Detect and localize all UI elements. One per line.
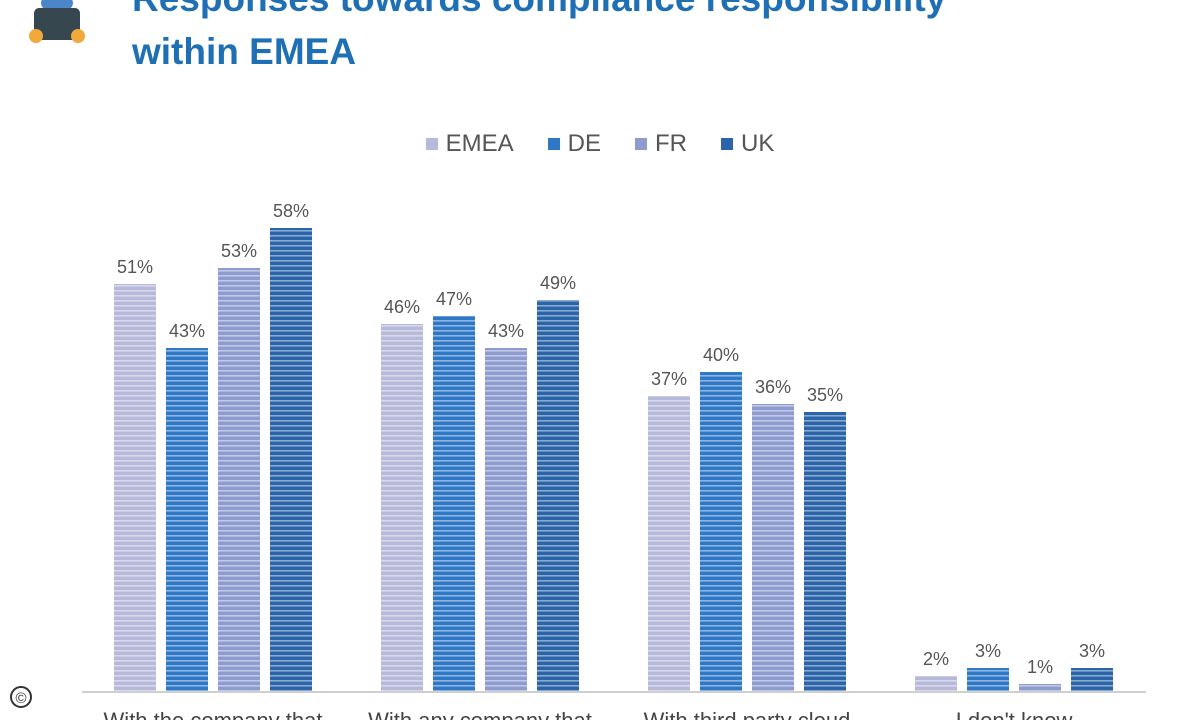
laptop-icon (29, 0, 85, 43)
data-label-uk-0: 58% (273, 201, 309, 221)
bar-texture-uk-0 (270, 228, 312, 692)
bar-texture-fr-3 (1019, 684, 1061, 692)
bar-texture-emea-0 (114, 284, 156, 692)
copyright-icon: © (10, 686, 32, 708)
legend-swatch-emea (425, 138, 438, 150)
category-label-0: With the company that (104, 708, 323, 720)
data-label-emea-0: 51% (117, 257, 153, 277)
legend-swatch-fr (635, 138, 647, 150)
title-line-1: Responses towards compliance responsibil… (132, 0, 1172, 25)
legend-label-fr: FR (655, 130, 687, 157)
data-label-fr-3: 1% (1027, 657, 1053, 677)
bar-texture-fr-0 (218, 268, 260, 692)
data-label-uk-2: 35% (807, 385, 843, 405)
legend-item-emea: EMEA (425, 130, 514, 158)
legend-swatch-de (547, 138, 560, 150)
bar-texture-de-1 (433, 316, 475, 692)
legend-label-uk: UK (741, 130, 775, 157)
data-label-emea-1: 46% (384, 297, 420, 317)
data-label-emea-3: 2% (923, 649, 949, 669)
bars-layer (114, 228, 1113, 692)
data-label-fr-0: 53% (221, 241, 257, 261)
bar-texture-emea-2 (648, 396, 690, 692)
bar-texture-de-3 (967, 668, 1009, 692)
category-label-1: With any company that (368, 708, 592, 720)
title-line-2: within EMEA (132, 31, 357, 72)
bar-texture-emea-1 (381, 324, 423, 692)
chart-legend: EMEA DE FR UK (0, 130, 1200, 158)
bar-texture-de-2 (700, 372, 742, 692)
category-label-2: With third party cloud (644, 708, 851, 720)
data-label-de-0: 43% (169, 321, 205, 341)
legend-item-fr: FR (635, 130, 687, 158)
legend-item-uk: UK (721, 130, 774, 158)
bar-texture-uk-2 (804, 412, 846, 692)
category-label-3: I don't know (956, 708, 1073, 720)
legend-swatch-uk (721, 138, 733, 150)
legend-label-de: DE (567, 130, 601, 157)
category-labels-layer: With the company that With any company th… (104, 708, 1073, 720)
data-label-emea-2: 37% (651, 369, 687, 389)
data-label-de-2: 40% (703, 345, 739, 365)
data-label-fr-2: 36% (755, 377, 791, 397)
data-label-de-1: 47% (436, 289, 472, 309)
bar-texture-emea-3 (915, 676, 957, 692)
data-label-de-3: 3% (975, 641, 1001, 661)
legend-label-emea: EMEA (445, 130, 514, 157)
bar-texture-fr-2 (752, 404, 794, 692)
bar-texture-de-0 (166, 348, 208, 692)
data-labels-layer: 51% 46% 37% 2% 43% 47% 40% 3% 53% 43% 36% 1% 58% 49% 3… (117, 201, 1105, 677)
bar-texture-uk-3 (1071, 668, 1113, 692)
bar-texture-fr-1 (485, 348, 527, 692)
bar-texture-uk-1 (537, 300, 579, 692)
legend-item-de: DE (547, 130, 601, 158)
data-label-uk-1: 49% (540, 273, 576, 293)
data-label-uk-3: 3% (1079, 641, 1105, 661)
data-label-fr-1: 43% (488, 321, 524, 341)
page-title: Responses towards compliance responsibil… (132, 0, 1172, 78)
